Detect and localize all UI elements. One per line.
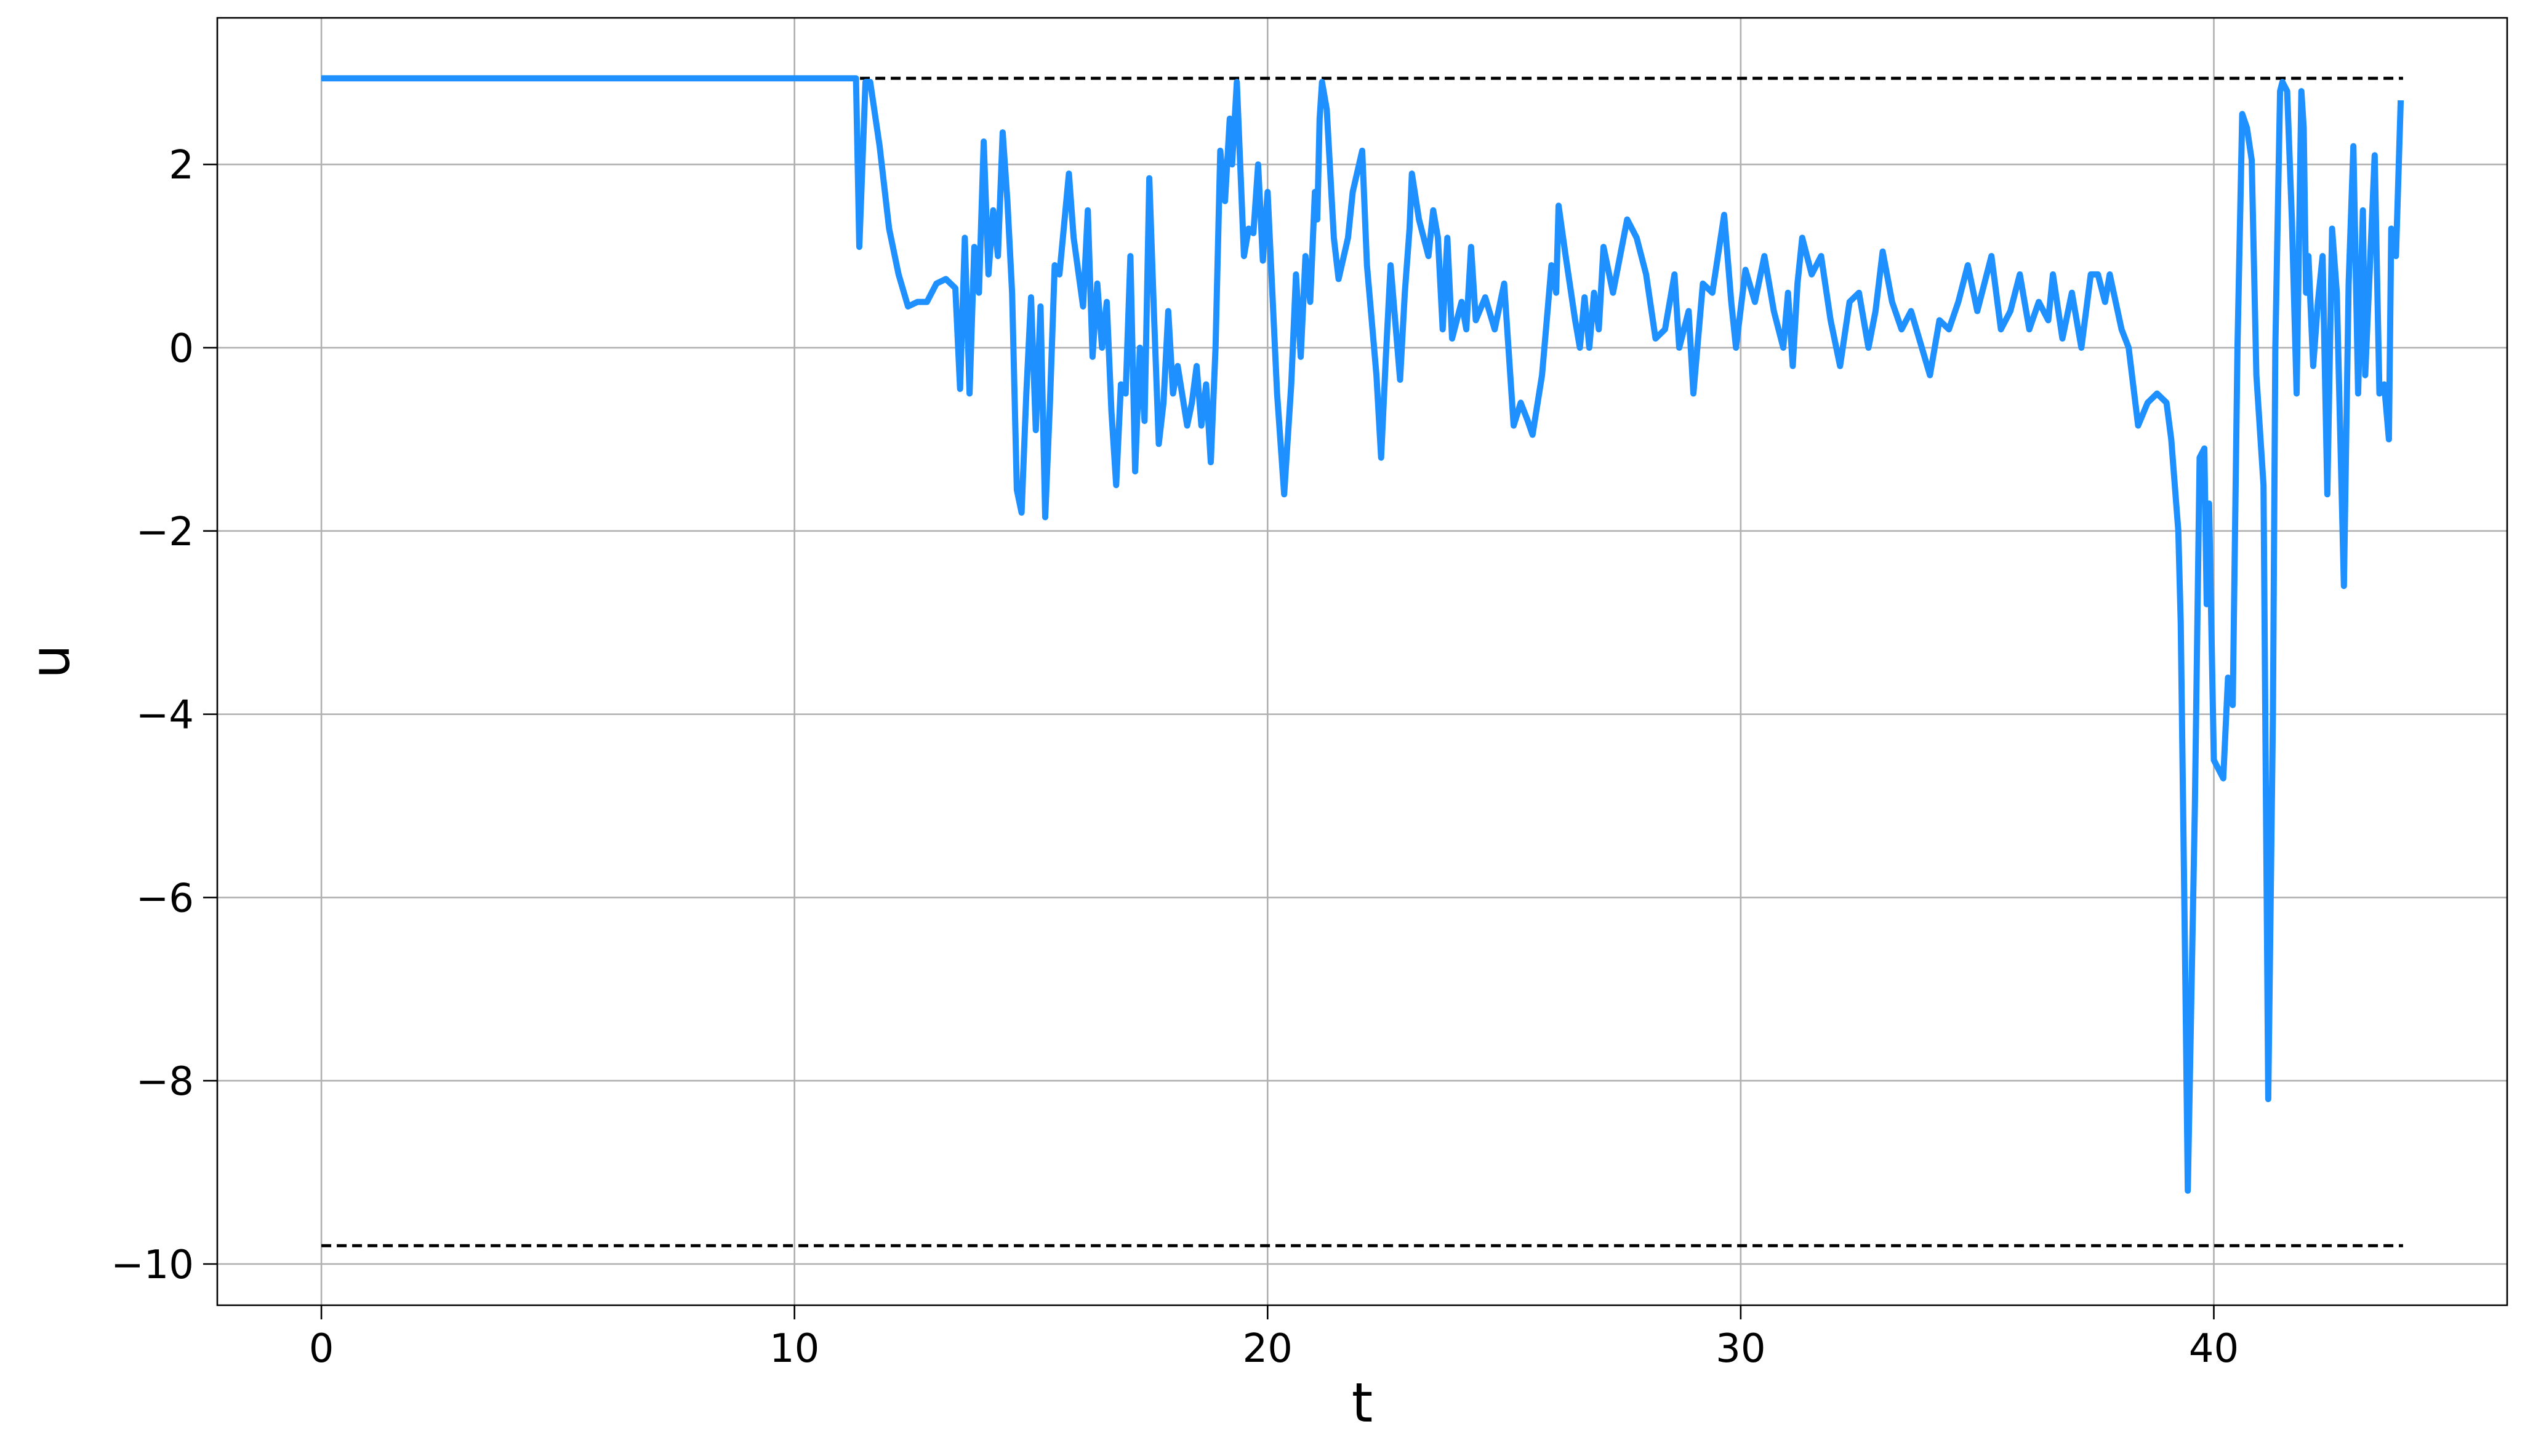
x-axis-label: t (1352, 1371, 1373, 1434)
x-tick-label: 10 (769, 1326, 819, 1372)
y-tick-label: −8 (136, 1059, 194, 1105)
y-tick-label: −6 (136, 876, 194, 921)
x-tick-label: 40 (2189, 1326, 2239, 1372)
y-axis-label: u (18, 644, 82, 679)
x-tick-label: 30 (1716, 1326, 1765, 1372)
y-tick-label: 0 (169, 326, 194, 372)
x-tick-label: 0 (309, 1326, 334, 1372)
x-tick-label: 20 (1243, 1326, 1293, 1372)
plot-frame (216, 17, 2508, 1306)
y-tick-label: 2 (169, 143, 194, 188)
data-line (321, 75, 2404, 1194)
y-tick-label: −2 (136, 510, 194, 555)
y-tick-label: −4 (136, 693, 194, 738)
y-tick-label: −10 (111, 1242, 194, 1288)
